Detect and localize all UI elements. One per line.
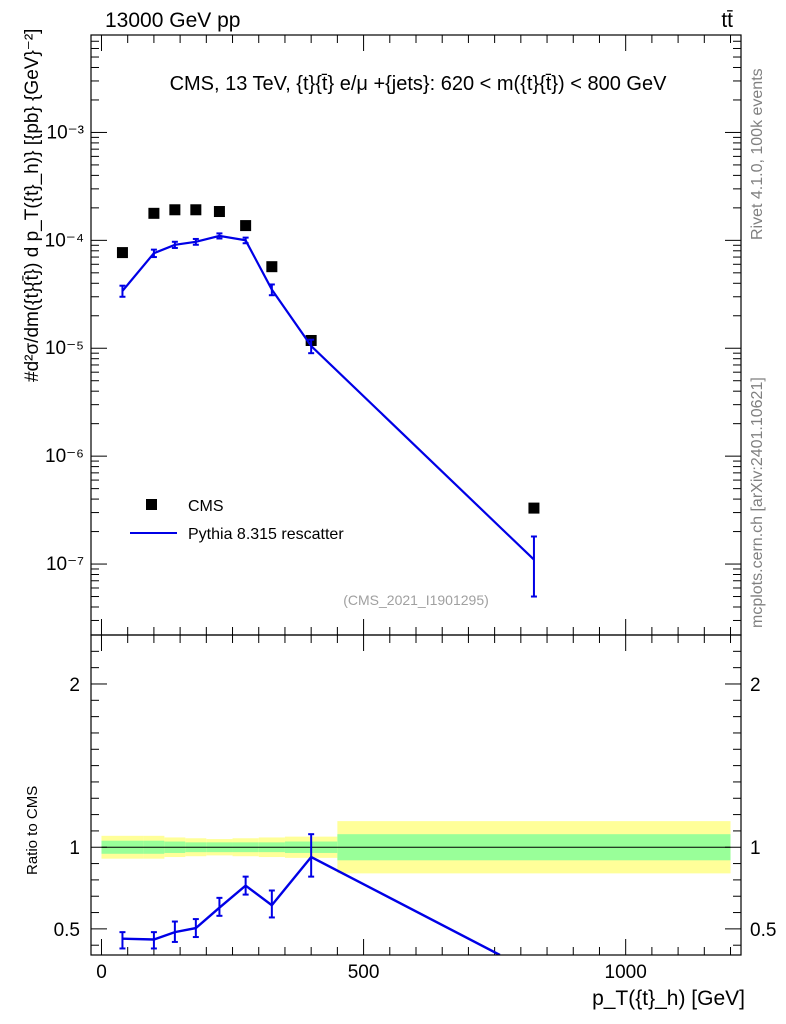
x-axis-label: p_T({t}_h) [GeV] bbox=[592, 987, 745, 1010]
ratio-panel: 0.5 0.5 1 1 2 2 0 500 1000 Ratio to CMS p_T({t}… bbox=[24, 634, 777, 1010]
main-panel: 10⁻³ 10⁻⁴ 10⁻⁵ 10⁻⁶ 10⁻⁷ CMS, 13 TeV, {t}{t̄… bbox=[22, 29, 742, 636]
main-y-tick-labels: 10⁻³ 10⁻⁴ 10⁻⁵ 10⁻⁶ 10⁻⁷ bbox=[45, 122, 84, 575]
cms-data-point bbox=[148, 207, 160, 219]
x-tick-labels: 0 500 1000 bbox=[96, 962, 647, 983]
main-y-tick-label: 10⁻⁴ bbox=[45, 230, 84, 251]
mcplots-label: mcplots.cern.ch [arXiv:2401.10621] bbox=[749, 377, 766, 628]
legend: CMS Pythia 8.315 rescatter bbox=[130, 498, 344, 543]
header-energy-label: 13000 GeV pp bbox=[105, 9, 240, 32]
ratio-y-tick-label-right: 0.5 bbox=[750, 920, 776, 941]
ratio-panel-ticks bbox=[91, 635, 741, 955]
main-series bbox=[116, 204, 540, 598]
ratio-y-axis-label: Ratio to CMS bbox=[24, 786, 41, 875]
cms-data-point bbox=[169, 204, 181, 216]
pythia-line bbox=[121, 234, 535, 561]
ratio-series bbox=[119, 833, 501, 955]
rivet-version-label: Rivet 4.1.0, 100k events bbox=[749, 68, 766, 240]
ratio-y-tick-label: 0.5 bbox=[54, 920, 80, 941]
main-y-tick-label: 10⁻⁵ bbox=[45, 338, 84, 359]
header-process-label: tt̄ bbox=[721, 9, 733, 32]
ratio-y-tick-label-right: 1 bbox=[750, 838, 761, 859]
cms-data-point bbox=[116, 247, 128, 259]
cms-data-point bbox=[528, 502, 540, 514]
main-chart-title: CMS, 13 TeV, {t}{t̄} e/μ +{jets}: 620 < … bbox=[170, 73, 668, 95]
x-tick-label: 500 bbox=[348, 962, 380, 983]
cms-data-point bbox=[266, 261, 278, 273]
main-y-tick-label: 10⁻⁷ bbox=[46, 554, 84, 575]
ratio-y-tick-labels: 0.5 0.5 1 1 2 2 bbox=[54, 675, 777, 941]
main-plot-frame bbox=[90, 34, 742, 636]
main-panel-ticks bbox=[91, 34, 741, 635]
legend-pythia-label: Pythia 8.315 rescatter bbox=[188, 526, 344, 543]
analysis-watermark: (CMS_2021_I1901295) bbox=[343, 592, 489, 608]
ratio-y-tick-label: 2 bbox=[69, 675, 80, 696]
ratio-series-group bbox=[119, 833, 501, 955]
legend-cms-label: CMS bbox=[188, 498, 224, 515]
main-y-tick-label: 10⁻³ bbox=[47, 122, 85, 143]
ratio-y-tick-label: 1 bbox=[69, 838, 80, 859]
ratio-y-tick-label-right: 2 bbox=[750, 675, 761, 696]
main-y-tick-label: 10⁻⁶ bbox=[45, 446, 84, 467]
x-tick-label: 1000 bbox=[605, 962, 647, 983]
ratio-plot-frame bbox=[90, 634, 742, 956]
cms-data-point bbox=[213, 206, 225, 218]
legend-cms-marker bbox=[146, 499, 157, 510]
main-y-axis-label: #d²σ/dm({t}{t̄}) d p_T({t}_h)} [{pb} {Ge… bbox=[22, 29, 43, 382]
x-tick-label: 0 bbox=[96, 962, 107, 983]
ratio-uncertainty-bands bbox=[101, 821, 731, 874]
cms-data-point bbox=[190, 204, 202, 216]
cms-data-point bbox=[240, 220, 252, 232]
